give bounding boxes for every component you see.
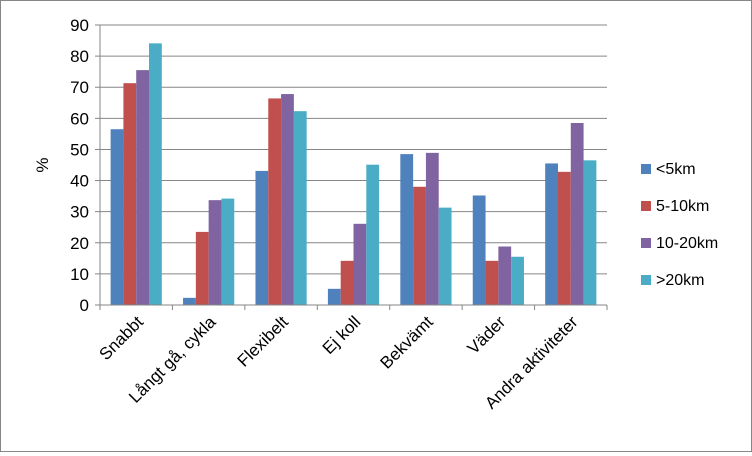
- legend-label: <5km: [656, 161, 696, 178]
- bar: [255, 170, 269, 305]
- x-category-label: Ej koll: [319, 312, 365, 358]
- bar: [293, 111, 307, 305]
- bar: [281, 94, 294, 305]
- y-axis-label: %: [33, 157, 52, 172]
- bar: [545, 163, 558, 305]
- bar: [511, 256, 524, 305]
- bar: [327, 288, 341, 305]
- axes: [99, 25, 608, 310]
- bar: [583, 160, 597, 305]
- bars: [110, 43, 597, 305]
- x-category-label: Snabbt: [96, 312, 148, 364]
- y-tick-label: 20: [70, 234, 89, 253]
- y-tick-label: 90: [70, 16, 89, 35]
- bar: [149, 43, 162, 305]
- x-category-label: Flexibelt: [234, 312, 292, 370]
- legend-swatch: [641, 238, 651, 248]
- bar: [413, 186, 426, 305]
- x-category-label: Väder: [464, 312, 510, 358]
- bar: [208, 200, 222, 305]
- bar: [366, 164, 380, 305]
- legend-label: >20km: [656, 272, 704, 289]
- x-category-label: Bekvämt: [377, 312, 437, 372]
- legend-label: 10-20km: [656, 235, 718, 252]
- y-axis-ticks: 0 10 20 30 40 50 60 70 80 90: [70, 16, 100, 315]
- bar: [557, 171, 571, 305]
- y-tick-label: 50: [70, 140, 89, 159]
- y-tick-label: 60: [70, 109, 89, 128]
- legend-swatch: [641, 164, 651, 174]
- bar: [340, 260, 354, 305]
- legend-swatch: [641, 201, 651, 211]
- bar: [221, 198, 235, 305]
- bar: [110, 129, 124, 305]
- bar: [183, 297, 196, 305]
- y-tick-label: 30: [70, 203, 89, 222]
- bar: [136, 70, 150, 305]
- bar: [485, 260, 499, 305]
- y-tick-label: 70: [70, 78, 89, 97]
- gridlines: [100, 24, 607, 275]
- bar: [498, 246, 512, 305]
- bar: [268, 98, 282, 305]
- y-tick-label: 10: [70, 265, 89, 284]
- bar: [472, 195, 486, 305]
- y-tick-label: 80: [70, 47, 89, 66]
- y-tick-label: 40: [70, 172, 89, 191]
- y-tick-label: 0: [80, 296, 89, 315]
- bar: [438, 207, 452, 305]
- bar: [400, 154, 414, 305]
- bar: [425, 152, 439, 305]
- bar: [353, 223, 367, 305]
- bar: [123, 83, 137, 305]
- legend-swatch: [641, 275, 651, 285]
- legend-label: 5-10km: [656, 198, 709, 215]
- legend: <5km 5-10km 10-20km >20km: [641, 161, 718, 289]
- bar: [195, 231, 209, 305]
- bar: [570, 123, 584, 305]
